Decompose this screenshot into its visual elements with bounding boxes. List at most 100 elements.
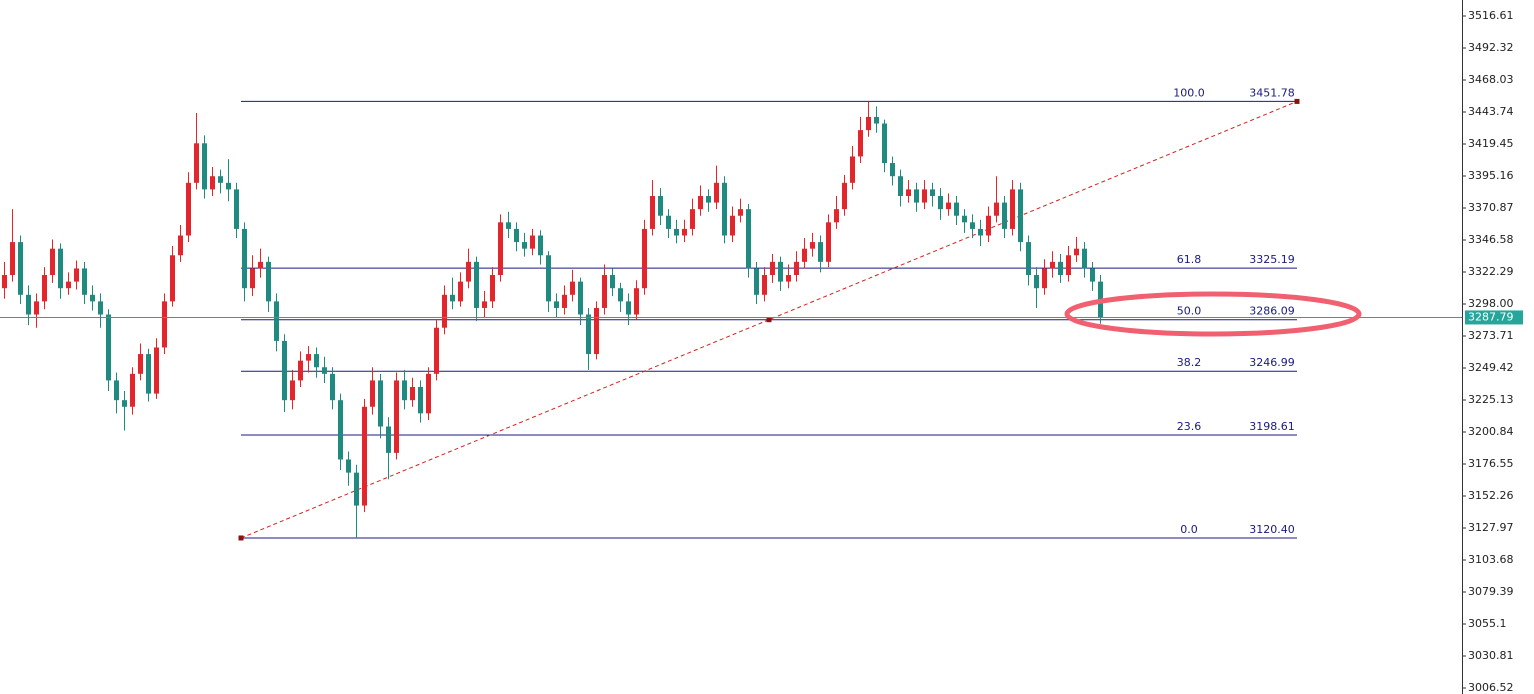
candle-body — [362, 406, 367, 506]
candle-body — [10, 242, 15, 276]
candle-body — [1066, 255, 1071, 276]
y-tick-label: 3176.55 — [1468, 457, 1514, 470]
candle-body — [890, 163, 895, 177]
candle-body — [1002, 202, 1007, 229]
candle-body — [594, 307, 599, 355]
candle-body — [610, 275, 615, 289]
candle-body — [946, 202, 951, 210]
candle-body — [714, 182, 719, 203]
candle-body — [450, 294, 455, 302]
candle-body — [562, 294, 567, 308]
candle-body — [906, 189, 911, 196]
candle-body — [194, 143, 199, 183]
candle-body — [242, 228, 247, 289]
candle-body — [586, 314, 591, 355]
y-tick-label: 3079.39 — [1468, 585, 1514, 598]
candle-body — [1050, 261, 1055, 269]
last-price-label: 3287.79 — [1468, 310, 1514, 323]
fib-anchor — [766, 317, 772, 323]
candle-body — [602, 275, 607, 308]
candle-body — [626, 301, 631, 315]
candle-body — [210, 176, 215, 190]
fib-ratio-label: 0.0 — [1180, 523, 1198, 536]
candle-body — [282, 340, 287, 401]
candle-body — [530, 235, 535, 249]
candle-body — [506, 222, 511, 229]
candle-body — [202, 143, 207, 190]
candle-body — [82, 268, 87, 295]
candle-body — [354, 472, 359, 506]
fib-price-label: 3246.99 — [1249, 356, 1295, 369]
candle-body — [490, 275, 495, 302]
candle-body — [298, 360, 303, 381]
y-tick-label: 3298.00 — [1468, 297, 1514, 310]
candle-body — [754, 268, 759, 295]
candle-body — [1082, 248, 1087, 269]
y-tick-label: 3225.13 — [1468, 393, 1514, 406]
candle-body — [138, 354, 143, 374]
candle-body — [378, 380, 383, 427]
candle-body — [98, 301, 103, 315]
candle-body — [402, 380, 407, 401]
candle-body — [1034, 275, 1039, 289]
candle-body — [698, 195, 703, 210]
y-tick-label: 3273.71 — [1468, 329, 1514, 342]
candle-body — [554, 301, 559, 308]
candle-body — [2, 275, 7, 289]
candle-body — [122, 400, 127, 407]
candle-body — [730, 215, 735, 236]
candle-body — [706, 195, 711, 203]
candle-body — [546, 255, 551, 302]
candle-body — [474, 261, 479, 308]
candle-body — [42, 275, 47, 302]
y-tick-label: 3443.74 — [1468, 105, 1514, 118]
y-tick-label: 3030.81 — [1468, 649, 1514, 662]
y-tick-label: 3322.29 — [1468, 265, 1514, 278]
candle-body — [1058, 261, 1063, 276]
candle-body — [114, 380, 119, 401]
fib-price-label: 3451.78 — [1249, 86, 1295, 99]
fib-anchor — [1294, 98, 1300, 104]
candle-body — [658, 195, 663, 216]
candle-body — [746, 209, 751, 269]
candle-body — [306, 354, 311, 361]
candle-body — [522, 242, 527, 249]
candle-body — [802, 248, 807, 262]
candle-body — [18, 242, 23, 295]
candle-body — [58, 248, 63, 289]
candle-body — [250, 268, 255, 289]
fib-price-label: 3120.40 — [1249, 523, 1295, 536]
candle-body — [858, 130, 863, 157]
candle-body — [834, 209, 839, 223]
candle-body — [154, 347, 159, 394]
candle-body — [962, 215, 967, 223]
candle-body — [842, 182, 847, 210]
candle-body — [1090, 268, 1095, 282]
y-tick-label: 3395.16 — [1468, 169, 1514, 182]
candle-body — [994, 202, 999, 216]
y-tick-label: 3468.03 — [1468, 73, 1514, 86]
candle-body — [418, 387, 423, 414]
candle-body — [922, 189, 927, 203]
candle-body — [570, 281, 575, 295]
candle-body — [738, 209, 743, 216]
y-tick-label: 3006.52 — [1468, 681, 1514, 694]
y-tick-label: 3419.45 — [1468, 137, 1514, 150]
candle-body — [642, 228, 647, 289]
fib-ratio-label: 38.2 — [1177, 356, 1202, 369]
candle-body — [1010, 189, 1015, 229]
candle-body — [578, 281, 583, 315]
candle-body — [186, 182, 191, 236]
candle-body — [498, 222, 503, 276]
candle-body — [1018, 189, 1023, 243]
candle-body — [442, 294, 447, 328]
candle-body — [170, 255, 175, 302]
candle-body — [370, 380, 375, 407]
candle-body — [50, 248, 55, 276]
candle-body — [674, 228, 679, 236]
candle-body — [290, 380, 295, 401]
candle-body — [666, 215, 671, 229]
candle-body — [970, 222, 975, 229]
candle-body — [634, 288, 639, 315]
